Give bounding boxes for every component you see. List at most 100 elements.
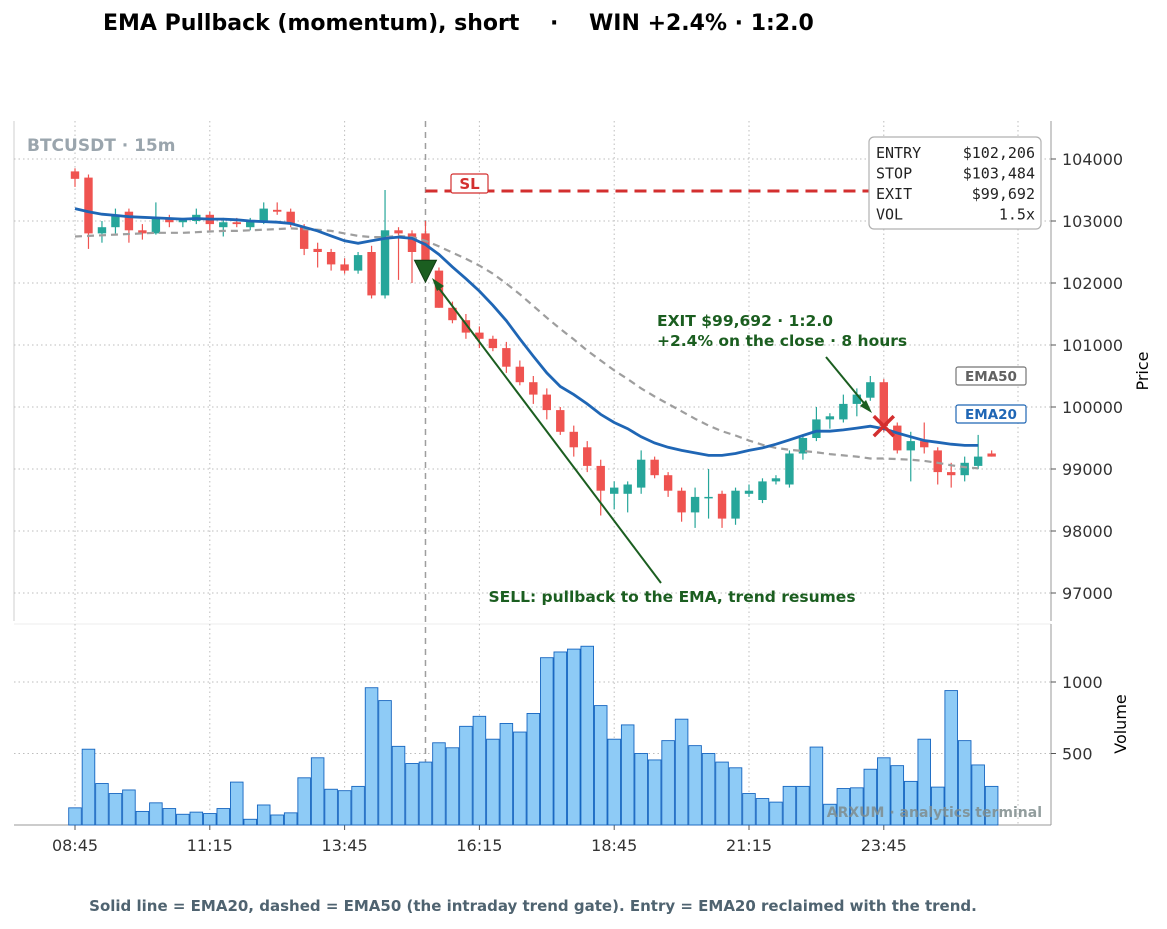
candle-up — [785, 453, 794, 485]
volume-bar — [256, 804, 271, 826]
volume-bar — [432, 742, 446, 826]
volume-bar — [486, 738, 500, 826]
volume-bar — [971, 764, 985, 826]
volume-bar — [877, 757, 891, 826]
exit-annotation-line2: +2.4% on the close · 8 hours — [657, 332, 907, 350]
volume-bar — [769, 801, 783, 826]
volume-bar — [405, 763, 419, 826]
watermark: ARXUM · analytics terminal — [827, 805, 1042, 821]
candle-down — [879, 382, 888, 427]
ema-lines — [74, 207, 979, 470]
symbol-label: BTCUSDT · 15m — [27, 136, 175, 156]
candle-down — [326, 252, 336, 265]
candle-up — [219, 222, 228, 228]
candle-up — [97, 227, 107, 234]
volume-bar — [863, 768, 878, 826]
volume-bar — [149, 802, 163, 826]
candle-up — [111, 214, 120, 228]
candle-up — [610, 487, 619, 494]
candle-down — [663, 475, 673, 491]
candle-down — [502, 348, 511, 367]
volume-bar — [796, 785, 810, 826]
entry-marker — [413, 259, 438, 284]
volume-bar — [108, 793, 123, 826]
candle-down — [583, 447, 592, 466]
info-value: $99,692 — [972, 185, 1035, 203]
volume-bar — [230, 781, 244, 826]
price-tick-label: 102000 — [1062, 274, 1123, 293]
candle-down — [124, 211, 134, 231]
volume-bar — [176, 813, 190, 826]
candle-up — [246, 221, 255, 228]
candle-up — [973, 456, 983, 466]
chart-caption: Solid line = EMA20, dashed = EMA50 (the … — [89, 897, 977, 915]
candle-down — [717, 493, 727, 519]
volume-bar — [701, 753, 716, 826]
volume-bar — [567, 648, 581, 826]
candle-down — [286, 211, 295, 225]
candle-down — [515, 366, 525, 383]
price-tick-label: 99000 — [1062, 460, 1113, 479]
volume-bar — [122, 789, 136, 826]
info-label: VOL — [876, 206, 903, 224]
volume-bar — [391, 745, 406, 826]
volume-bar — [782, 785, 797, 826]
candle-down — [313, 248, 322, 252]
price-tick-label: 104000 — [1062, 150, 1123, 169]
exit-marker — [872, 414, 896, 438]
ema20-tag-box — [955, 404, 1027, 424]
candle-down — [920, 441, 929, 448]
volume-bar — [620, 724, 635, 826]
candle-up — [812, 419, 821, 438]
exit-arrow-head — [860, 400, 872, 413]
volume-bar — [823, 803, 837, 826]
candle-down — [340, 264, 349, 271]
volume-bar — [809, 746, 824, 826]
volume-bar — [742, 793, 756, 826]
volume-bar — [984, 785, 999, 826]
volume-bar — [351, 785, 365, 826]
volume-bar — [243, 818, 257, 826]
volume-bars — [68, 645, 999, 826]
volume-axis: 500 1000 — [1051, 673, 1103, 764]
info-value: 1.5x — [999, 206, 1035, 224]
volume-bar — [189, 811, 204, 826]
candle-up — [758, 481, 767, 500]
candle-down — [596, 465, 605, 491]
candle-down — [893, 425, 902, 451]
candle-up — [798, 438, 808, 454]
time-tick-label: 21:15 — [726, 836, 772, 855]
volume-bar — [135, 810, 150, 826]
volume-bar — [95, 783, 109, 826]
volume-bar — [890, 765, 905, 826]
ema20-line — [74, 207, 979, 457]
volume-bar — [283, 812, 298, 826]
candle-down — [677, 490, 686, 513]
candle-down — [556, 410, 565, 432]
candle-up — [178, 219, 188, 223]
candle-down — [569, 431, 578, 448]
candle-down — [933, 450, 942, 473]
sl-label: SL — [459, 175, 480, 193]
price-tick-label: 98000 — [1062, 522, 1113, 541]
ema50-tag-box — [955, 366, 1027, 386]
sl-badge — [450, 173, 489, 194]
time-tick-label: 16:15 — [456, 836, 502, 855]
candle-down — [299, 227, 309, 249]
candle-up — [839, 403, 848, 420]
volume-tick-label: 1000 — [1062, 673, 1103, 692]
candle-down — [138, 230, 147, 234]
volume-bar — [957, 740, 972, 826]
volume-bar — [634, 753, 648, 826]
time-tick-label: 11:15 — [187, 836, 233, 855]
volume-bar — [68, 807, 82, 826]
price-tick-label: 100000 — [1062, 398, 1123, 417]
candle-down — [421, 233, 430, 271]
volume-bar — [418, 761, 433, 826]
candle-down — [407, 233, 417, 252]
volume-bar — [526, 713, 541, 826]
candle-up — [906, 441, 915, 451]
info-label: EXIT — [876, 185, 912, 203]
volume-bar — [674, 718, 689, 826]
volume-bar — [270, 814, 284, 826]
